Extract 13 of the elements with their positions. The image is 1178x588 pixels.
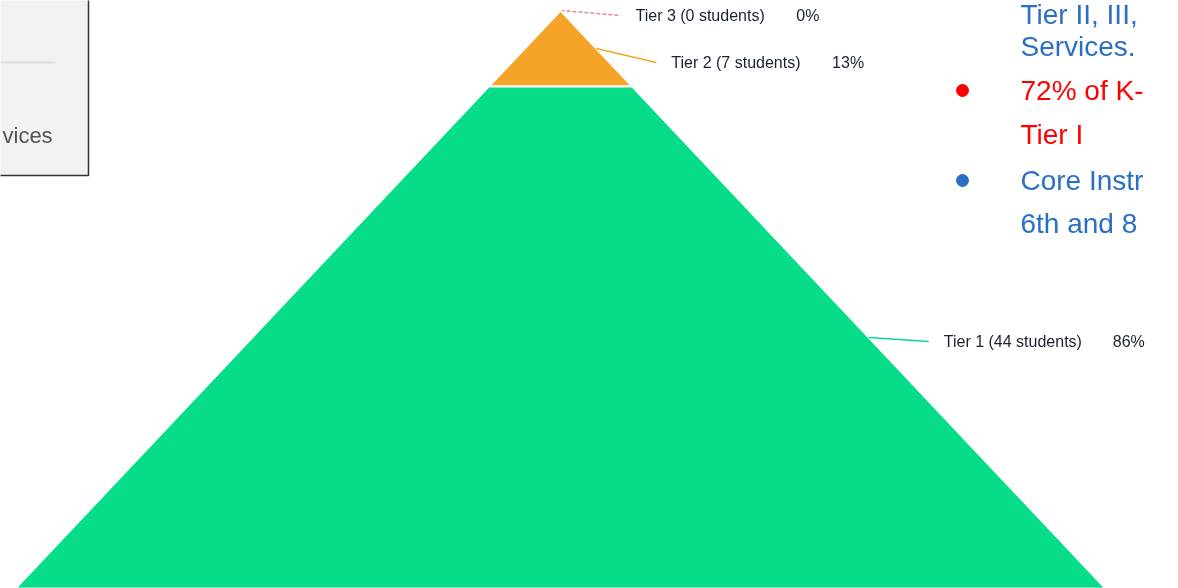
text: Tier II, III, bbox=[1020, 0, 1138, 30]
text: 72% of K- bbox=[1020, 75, 1144, 106]
text: Services. bbox=[1020, 31, 1136, 62]
text: vices bbox=[2, 123, 53, 148]
data-label: 86% bbox=[1112, 332, 1145, 350]
text: Core Instr bbox=[1020, 165, 1144, 196]
category-label: Tier 3 (0 students) bbox=[635, 7, 765, 24]
data-label: 13% bbox=[832, 53, 865, 71]
category-label: Tier 1 (44 students) bbox=[943, 332, 1082, 350]
text: 6th and 8 bbox=[1020, 208, 1138, 239]
text: Tier I bbox=[1020, 119, 1084, 150]
category-label: Tier 2 (7 students) bbox=[671, 53, 801, 71]
data-label: 0% bbox=[796, 7, 820, 24]
